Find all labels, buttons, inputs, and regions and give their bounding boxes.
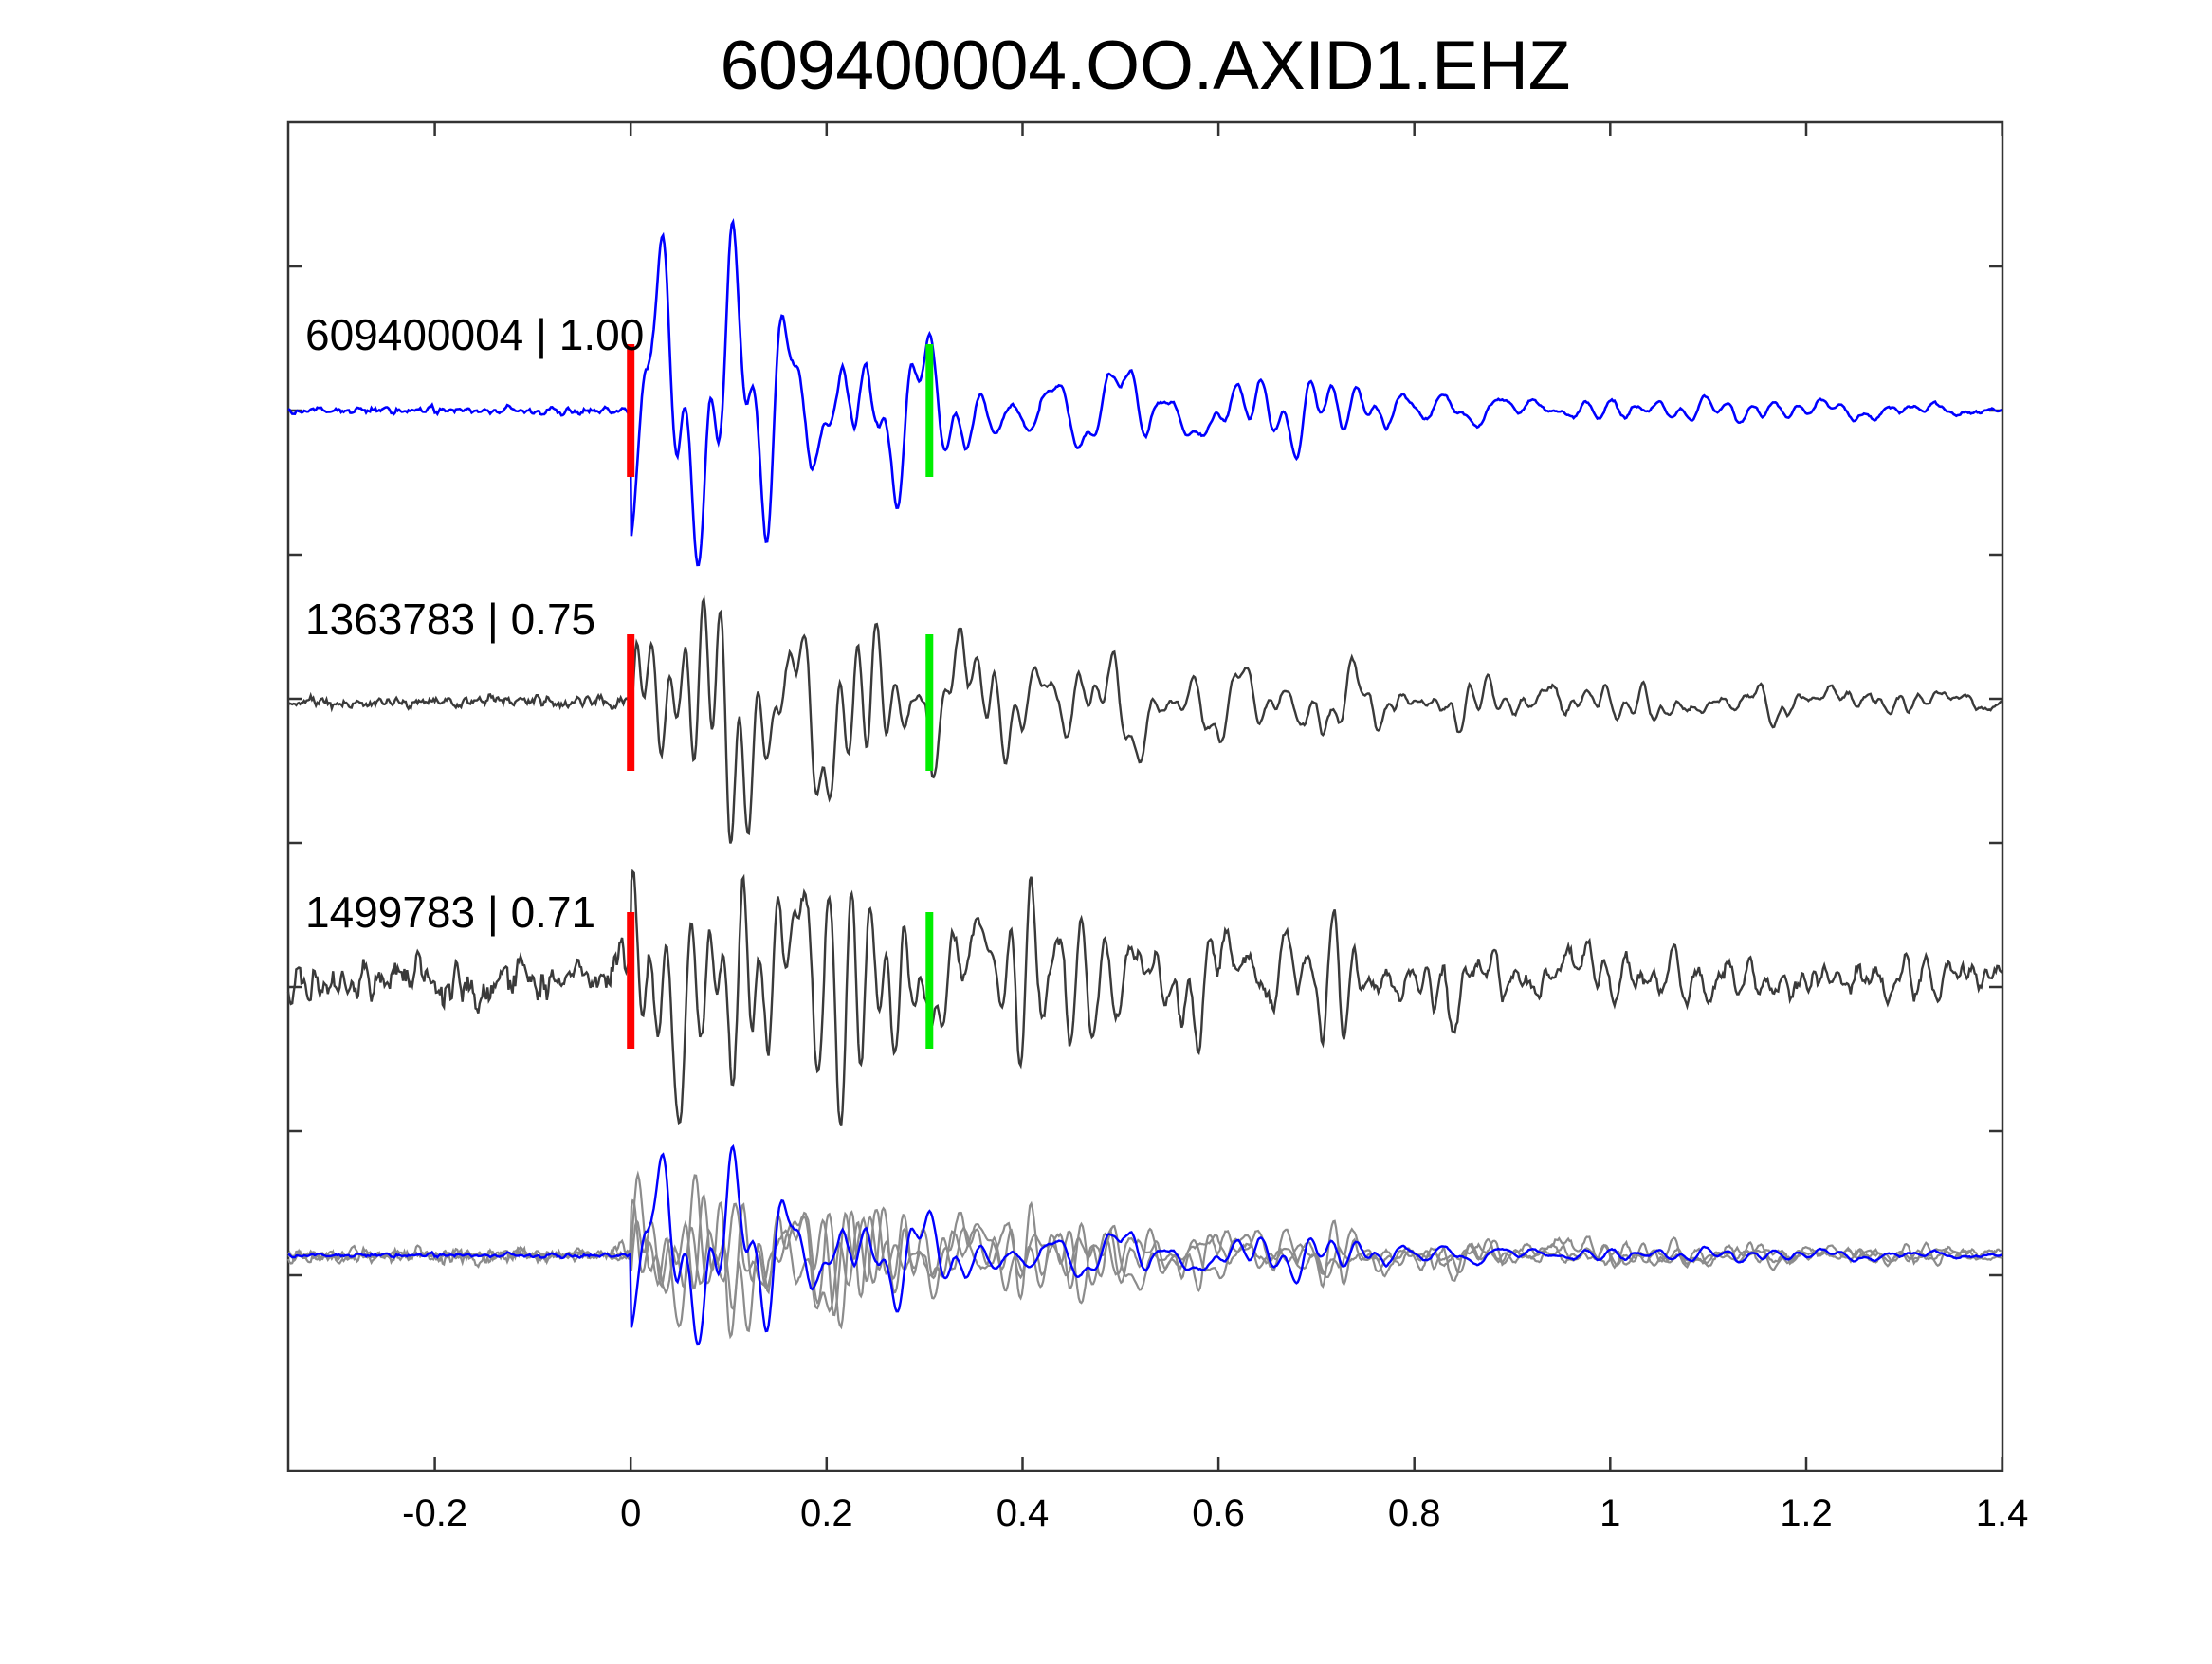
svg-text:-0.2: -0.2 (402, 1492, 467, 1534)
svg-text:1.4: 1.4 (1976, 1492, 2029, 1534)
svg-text:1: 1 (1600, 1492, 1620, 1534)
svg-text:0.2: 0.2 (800, 1492, 853, 1534)
svg-text:1499783 | 0.71: 1499783 | 0.71 (305, 887, 595, 937)
svg-text:609400004 | 1.00: 609400004 | 1.00 (305, 310, 644, 359)
svg-text:0.6: 0.6 (1192, 1492, 1245, 1534)
svg-text:0: 0 (620, 1492, 641, 1534)
svg-text:1.2: 1.2 (1780, 1492, 1833, 1534)
svg-text:0.4: 0.4 (996, 1492, 1050, 1534)
svg-text:0.8: 0.8 (1388, 1492, 1441, 1534)
svg-text:1363783 | 0.75: 1363783 | 0.75 (305, 594, 595, 644)
svg-text:609400004.OO.AXID1.EHZ: 609400004.OO.AXID1.EHZ (721, 27, 1571, 104)
